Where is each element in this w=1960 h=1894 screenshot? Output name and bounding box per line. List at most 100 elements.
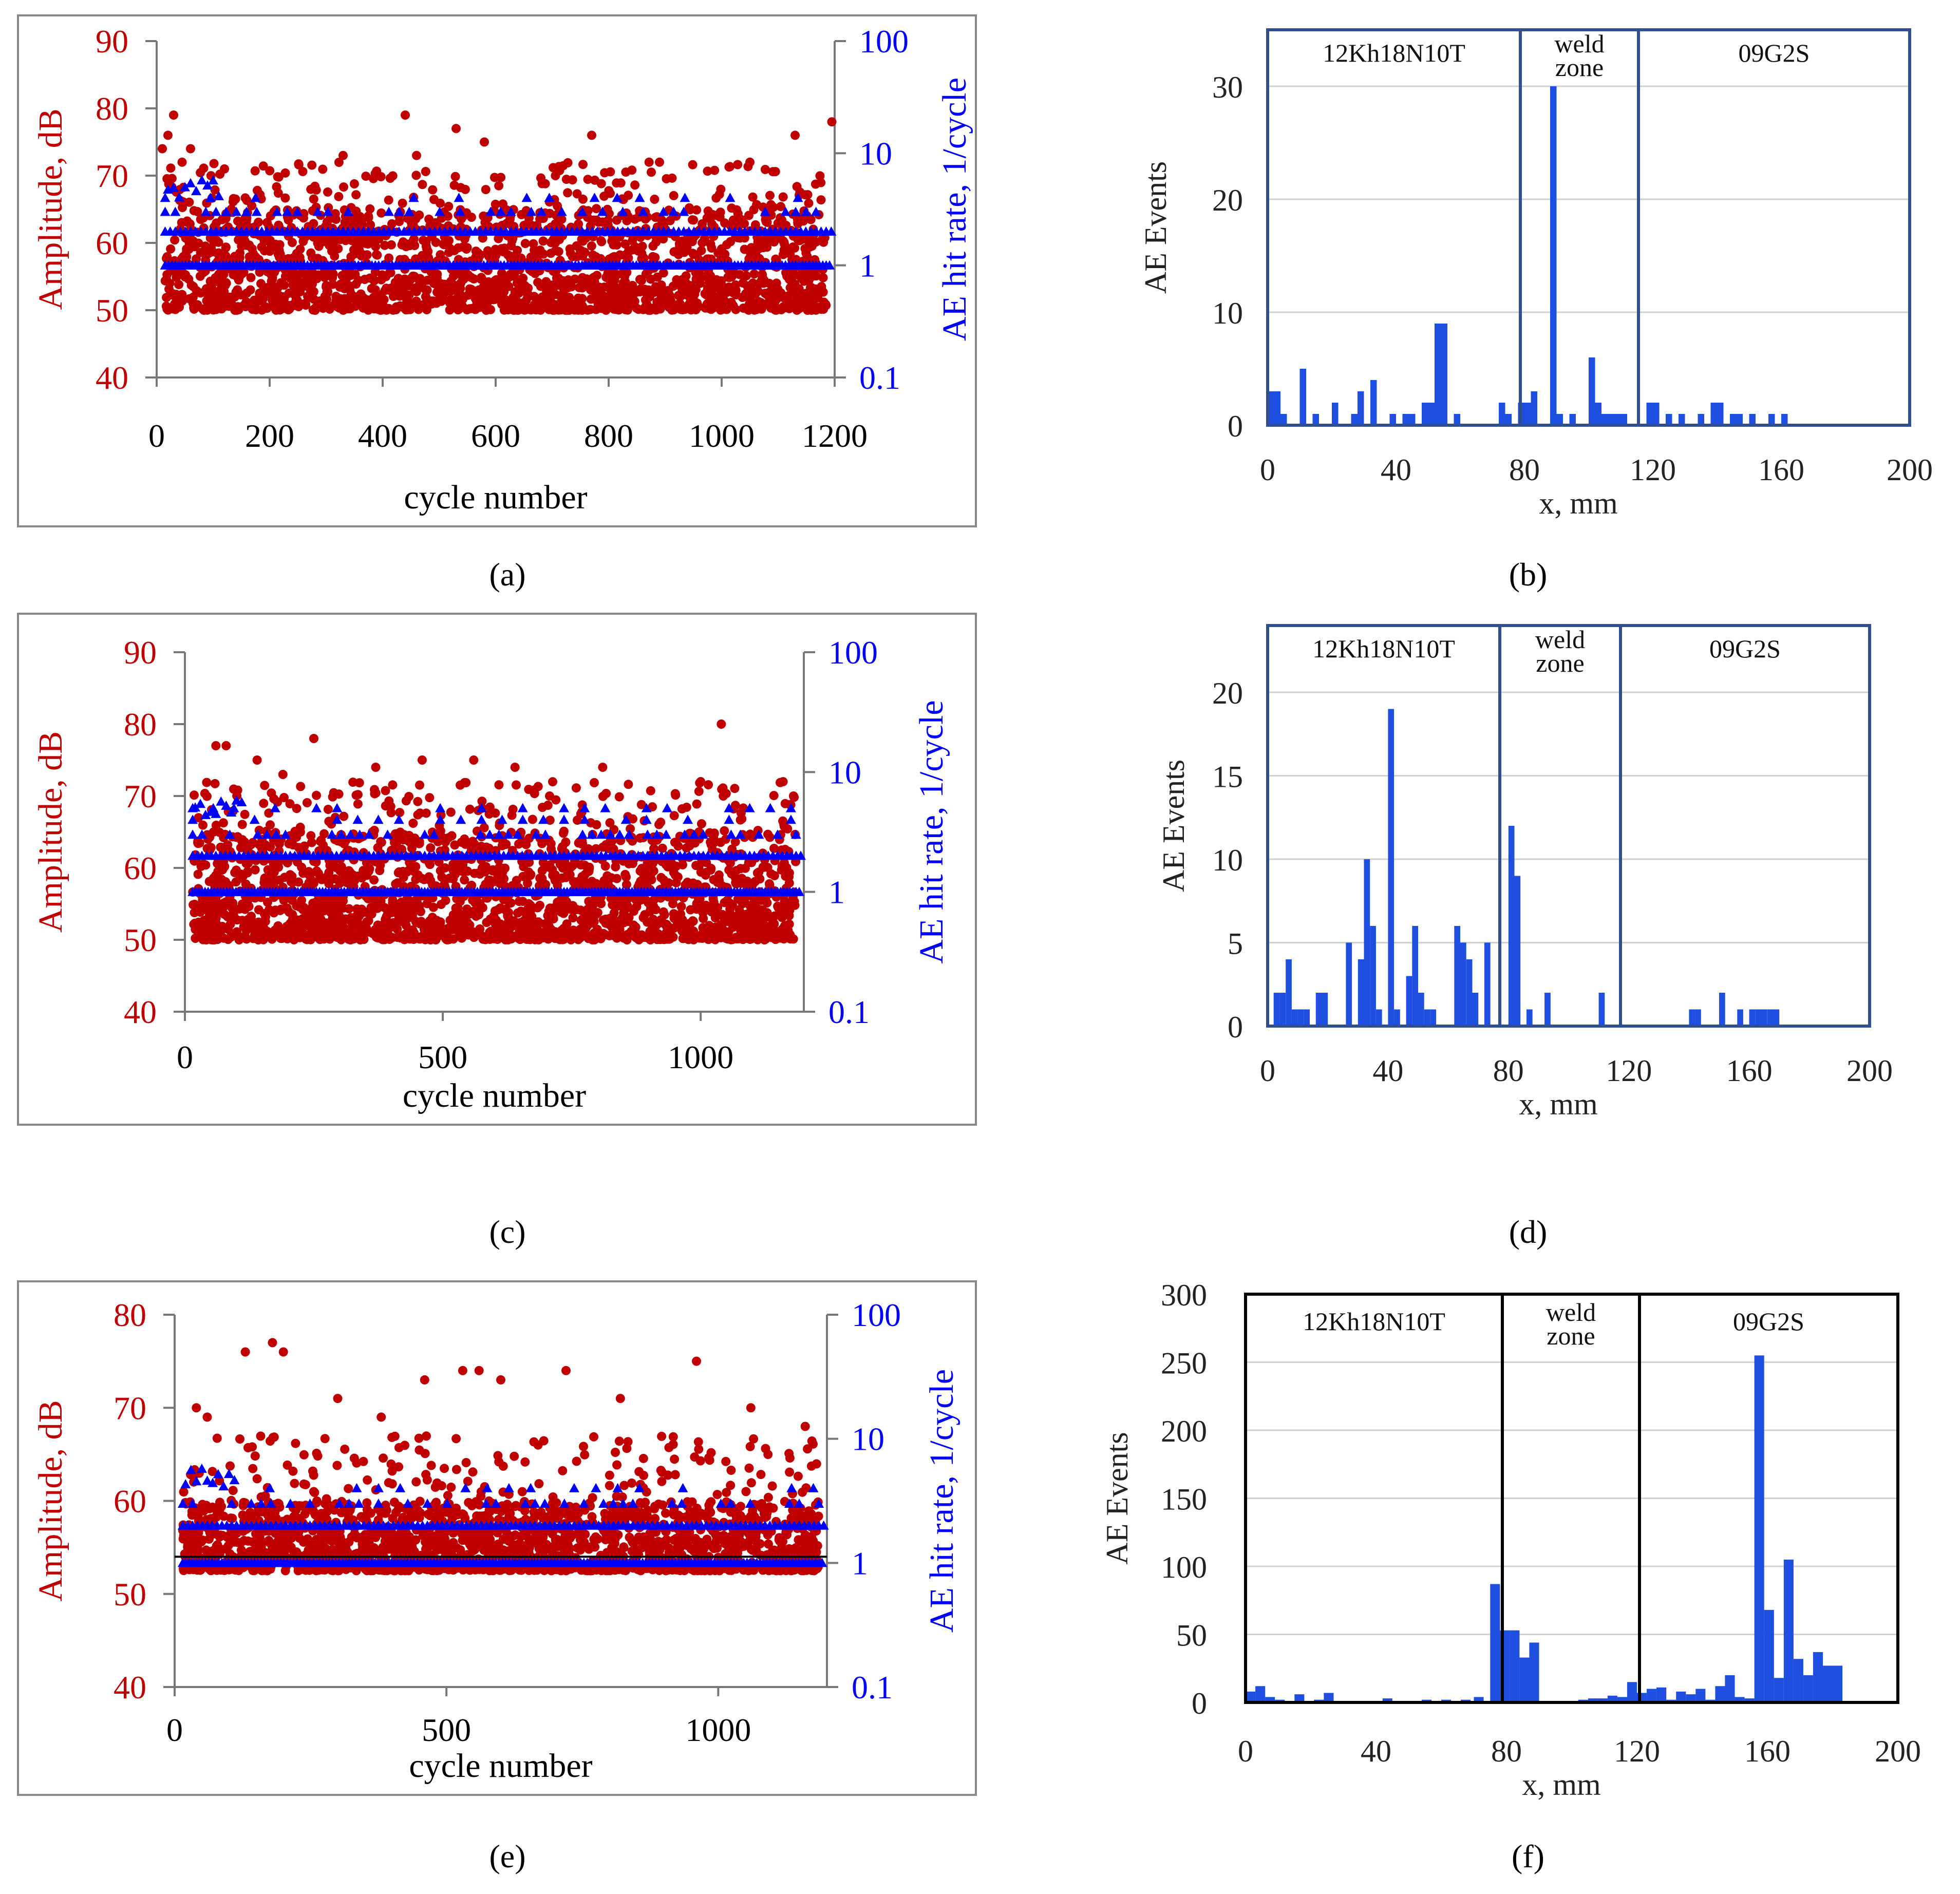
amplitude-point (288, 280, 298, 290)
amplitude-outlier (510, 763, 520, 772)
amplitude-point (646, 935, 655, 944)
amplitude-point (788, 285, 798, 295)
amplitude-point (644, 157, 654, 167)
amplitude-point (773, 285, 783, 294)
amplitude-outlier (211, 741, 221, 750)
amplitude-point (725, 162, 735, 172)
amplitude-point (370, 785, 379, 794)
amplitude-outlier (480, 137, 489, 147)
amplitude-point (752, 908, 762, 918)
amplitude-point (423, 275, 432, 285)
amplitude-point (617, 918, 627, 928)
bar (1332, 403, 1339, 425)
amplitude-point (765, 924, 775, 934)
amplitude-point (673, 300, 683, 310)
amplitude-point (471, 247, 481, 256)
amplitude-outlier (417, 755, 427, 765)
amplitude-point (413, 797, 423, 806)
amplitude-point (499, 287, 509, 297)
amplitude-point (372, 250, 381, 259)
amplitude-point (196, 168, 205, 178)
amplitude-point (329, 788, 338, 798)
amplitude-point (399, 284, 409, 294)
amplitude-point (703, 166, 712, 176)
amplitude-point (620, 239, 630, 249)
amplitude-point (727, 869, 737, 879)
amplitude-point (672, 917, 682, 926)
amplitude-point (267, 788, 276, 798)
amplitude-point (755, 254, 764, 263)
amplitude-point (262, 218, 272, 228)
amplitude-point (624, 247, 633, 257)
amplitude-point (214, 248, 223, 258)
amplitude-point (500, 243, 510, 253)
amplitude-point (768, 167, 778, 177)
amplitude-point (729, 917, 739, 926)
amplitude-point (555, 302, 565, 312)
amplitude-point (444, 201, 454, 211)
bar (1524, 403, 1531, 425)
amplitude-point (648, 241, 658, 251)
amplitude-point (641, 867, 651, 877)
amplitude-point (386, 283, 395, 293)
amplitude-point (819, 297, 828, 307)
amplitude-point (232, 305, 241, 314)
y-right-tick-label: 0.1 (828, 994, 870, 1030)
amplitude-point (184, 197, 194, 207)
amplitude-point (628, 280, 637, 290)
amplitude-point (339, 182, 348, 192)
amplitude-point (353, 799, 363, 809)
amplitude-point (206, 935, 216, 944)
bar (1601, 414, 1608, 425)
amplitude-point (577, 283, 587, 293)
x-label: cycle number (403, 1077, 586, 1114)
amplitude-point (296, 782, 306, 791)
x-tick-label: 0 (148, 418, 165, 454)
amplitude-point (280, 272, 290, 281)
amplitude-point (624, 780, 633, 789)
amplitude-point (696, 245, 706, 255)
amplitude-point (428, 185, 438, 195)
amplitude-point (221, 278, 231, 288)
amplitude-point (318, 237, 328, 247)
amplitude-point (593, 299, 603, 309)
amplitude-point (571, 783, 581, 793)
amplitude-point (295, 822, 305, 832)
amplitude-point (485, 876, 495, 885)
amplitude-point (259, 799, 269, 808)
amplitude-point (414, 210, 424, 220)
hitrate-point (680, 193, 690, 202)
y-right-tick-label: 1 (828, 874, 845, 911)
amplitude-point (459, 274, 468, 284)
amplitude-point (190, 790, 199, 800)
amplitude-point (242, 288, 252, 298)
amplitude-point (445, 915, 455, 925)
amplitude-point (240, 193, 250, 203)
amplitude-point (196, 288, 205, 298)
amplitude-point (632, 304, 642, 313)
bar (1608, 414, 1614, 425)
amplitude-point (646, 306, 655, 315)
amplitude-point (474, 905, 484, 915)
amplitude-point (189, 303, 199, 313)
bar (1730, 414, 1737, 425)
amplitude-point (446, 807, 456, 817)
amplitude-point (718, 783, 728, 793)
amplitude-point (288, 238, 297, 248)
amplitude-point (614, 792, 624, 802)
amplitude-point (312, 790, 321, 800)
amplitude-outlier (717, 719, 726, 729)
amplitude-point (682, 843, 691, 853)
amplitude-point (260, 302, 270, 312)
amplitude-point (211, 821, 221, 830)
amplitude-point (669, 191, 679, 200)
amplitude-point (198, 305, 208, 314)
amplitude-point (475, 302, 485, 312)
amplitude-point (559, 287, 569, 296)
amplitude-point (520, 239, 530, 249)
amplitude-point (267, 270, 276, 279)
amplitude-point (422, 927, 432, 937)
amplitude-point (221, 877, 231, 886)
amplitude-series (188, 719, 801, 944)
amplitude-point (562, 919, 572, 929)
